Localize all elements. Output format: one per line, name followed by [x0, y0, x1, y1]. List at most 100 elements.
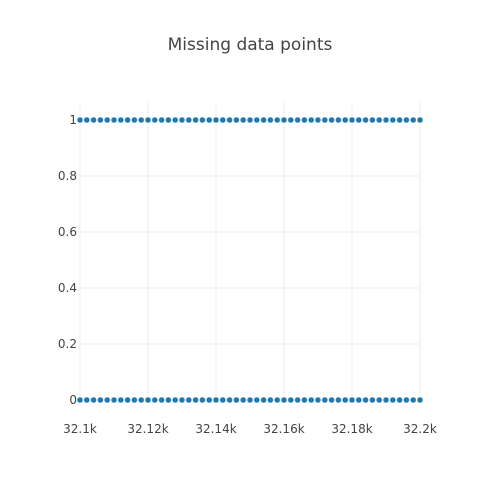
- data-point: [409, 116, 417, 124]
- data-point: [178, 396, 186, 404]
- data-point: [260, 396, 267, 404]
- data-point: [226, 396, 233, 404]
- data-point: [294, 396, 301, 404]
- data-point: [307, 116, 315, 124]
- data-point: [294, 116, 301, 124]
- data-point: [124, 116, 131, 124]
- data-point: [76, 396, 84, 404]
- data-point: [144, 396, 152, 404]
- data-point: [137, 116, 145, 124]
- data-point: [301, 396, 308, 404]
- y-tick-label: 0: [69, 393, 77, 407]
- data-point: [403, 116, 410, 124]
- data-point: [396, 396, 403, 404]
- data-point: [212, 116, 220, 124]
- data-point: [239, 116, 247, 124]
- data-point: [253, 116, 261, 124]
- data-point: [83, 396, 91, 404]
- y-tick-label: 0.8: [58, 169, 77, 183]
- data-point: [369, 396, 376, 404]
- data-point: [165, 396, 172, 404]
- data-point: [185, 396, 193, 404]
- data-point: [97, 396, 104, 404]
- data-point: [246, 116, 254, 124]
- data-point: [219, 116, 227, 124]
- data-point: [307, 396, 315, 404]
- data-point: [301, 116, 308, 124]
- data-point: [267, 396, 274, 404]
- data-point: [205, 116, 213, 124]
- data-point: [103, 116, 111, 124]
- data-point: [192, 396, 199, 404]
- data-point: [362, 396, 369, 404]
- data-points: [76, 116, 424, 404]
- y-tick-label: 1: [69, 113, 77, 127]
- data-point: [389, 116, 397, 124]
- data-point: [205, 396, 213, 404]
- data-point: [273, 396, 281, 404]
- data-point: [273, 116, 281, 124]
- data-point: [369, 116, 376, 124]
- x-tick-label: 32.18k: [331, 422, 372, 436]
- data-point: [110, 396, 118, 404]
- data-point: [321, 396, 329, 404]
- data-point: [267, 116, 274, 124]
- data-point: [280, 116, 288, 124]
- y-tick-label: 0.2: [58, 337, 77, 351]
- data-point: [226, 116, 233, 124]
- data-point: [97, 116, 104, 124]
- data-point: [246, 396, 254, 404]
- data-point: [375, 396, 383, 404]
- data-point: [137, 396, 145, 404]
- data-point: [233, 396, 240, 404]
- data-point: [341, 116, 349, 124]
- data-point: [389, 396, 397, 404]
- data-point: [341, 396, 349, 404]
- data-point: [335, 396, 342, 404]
- data-point: [83, 116, 91, 124]
- data-point: [382, 116, 390, 124]
- grid: [79, 102, 421, 401]
- data-point: [131, 396, 138, 404]
- data-point: [117, 116, 125, 124]
- data-point: [171, 396, 179, 404]
- data-point: [382, 396, 390, 404]
- x-tick-label: 32.1k: [63, 422, 97, 436]
- data-point: [124, 396, 131, 404]
- data-point: [328, 116, 335, 124]
- data-point: [219, 396, 227, 404]
- data-point: [76, 116, 84, 124]
- data-point: [280, 396, 288, 404]
- data-point: [348, 396, 356, 404]
- data-point: [158, 396, 165, 404]
- data-point: [110, 116, 118, 124]
- data-point: [151, 396, 159, 404]
- data-point: [165, 116, 172, 124]
- data-point: [314, 116, 322, 124]
- data-point: [151, 116, 159, 124]
- data-point: [348, 116, 356, 124]
- data-point: [192, 116, 199, 124]
- x-tick-label: 32.16k: [263, 422, 304, 436]
- data-point: [321, 116, 329, 124]
- data-point: [416, 396, 424, 404]
- data-point: [403, 396, 410, 404]
- x-tick-label: 32.12k: [127, 422, 168, 436]
- data-point: [239, 396, 247, 404]
- data-point: [199, 396, 206, 404]
- data-point: [90, 396, 97, 404]
- data-point: [158, 116, 165, 124]
- data-point: [416, 116, 424, 124]
- data-point: [409, 396, 417, 404]
- data-point: [253, 396, 261, 404]
- data-point: [233, 116, 240, 124]
- data-point: [355, 116, 363, 124]
- data-point: [335, 116, 342, 124]
- data-point: [103, 396, 111, 404]
- data-point: [355, 396, 363, 404]
- data-point: [314, 396, 322, 404]
- data-point: [260, 116, 267, 124]
- data-point: [185, 116, 193, 124]
- data-point: [396, 116, 403, 124]
